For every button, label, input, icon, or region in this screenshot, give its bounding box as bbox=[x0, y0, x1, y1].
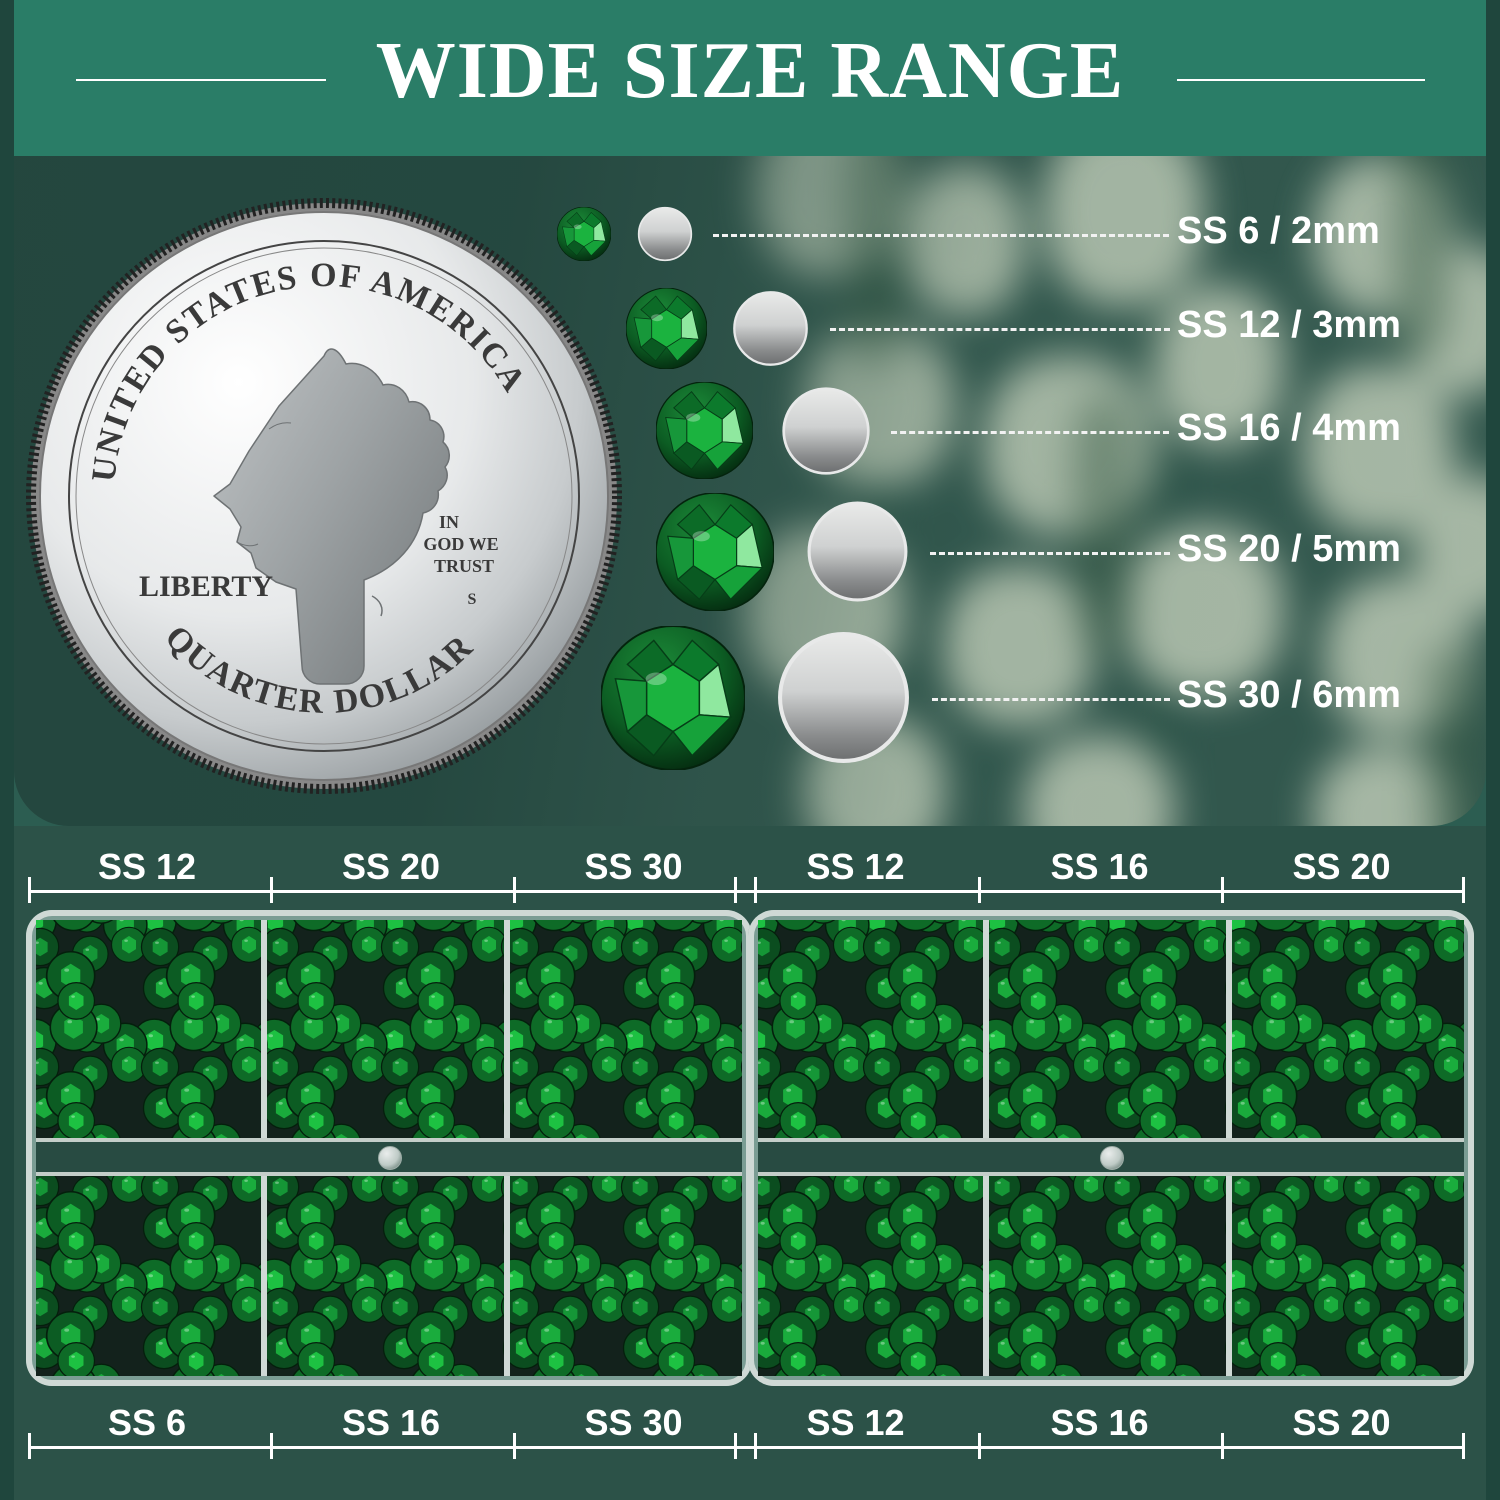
svg-text:GOD WE: GOD WE bbox=[423, 534, 498, 554]
svg-text:LIBERTY: LIBERTY bbox=[139, 570, 273, 603]
svg-text:S: S bbox=[468, 591, 477, 608]
svg-text:TRUST: TRUST bbox=[434, 556, 494, 576]
svg-text:IN: IN bbox=[439, 512, 459, 532]
